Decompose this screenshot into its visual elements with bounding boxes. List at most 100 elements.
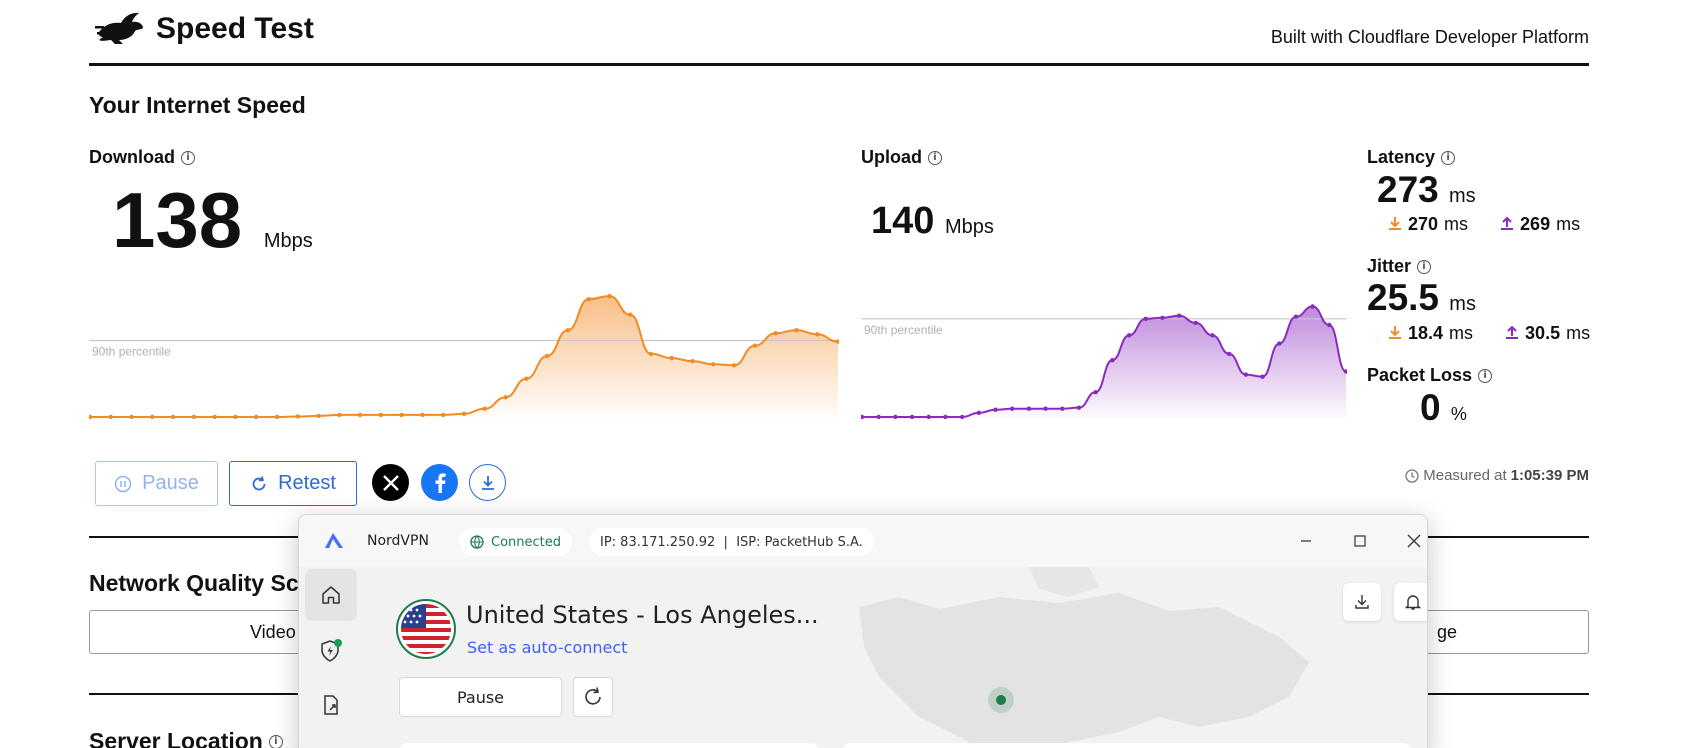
download-point xyxy=(316,413,321,419)
sidebar-item-home[interactable] xyxy=(305,569,357,621)
download-point xyxy=(295,414,300,419)
jitter-label-text: Jitter xyxy=(1367,256,1412,276)
upload-point xyxy=(1293,314,1299,319)
info-icon[interactable]: i xyxy=(181,150,195,165)
vpn-reconnect-button[interactable] xyxy=(573,677,613,717)
packet-loss-number: 0 xyxy=(1420,387,1441,428)
download-number: 138 xyxy=(112,176,243,264)
sidebar-item-file-share[interactable] xyxy=(305,679,357,731)
upload-point xyxy=(1076,405,1082,410)
network-quality-video[interactable]: Video xyxy=(250,622,296,642)
download-point xyxy=(607,293,612,299)
download-point xyxy=(89,414,93,420)
info-icon[interactable]: i xyxy=(1478,368,1493,383)
download-point xyxy=(752,343,758,348)
download-arrow-icon xyxy=(1389,326,1401,339)
upload-number: 140 xyxy=(871,200,935,242)
rabbit-logo-icon xyxy=(95,12,143,44)
upload-arrow-icon xyxy=(1506,325,1519,339)
download-point xyxy=(274,414,280,420)
upload-point xyxy=(1277,341,1282,346)
latency-label-text: Latency xyxy=(1367,147,1436,167)
latency-unit: ms xyxy=(1449,185,1476,207)
shield-bolt-icon xyxy=(321,639,342,662)
maximize-button[interactable] xyxy=(1348,529,1372,553)
clock-icon xyxy=(1405,468,1419,483)
download-point xyxy=(254,414,259,420)
vpn-location-name: United States - Los Angeles... xyxy=(466,601,819,629)
download-point xyxy=(150,414,155,420)
minimize-button[interactable] xyxy=(1294,529,1318,553)
download-point xyxy=(461,411,467,417)
upload-point xyxy=(1043,406,1048,411)
info-icon[interactable]: i xyxy=(928,150,942,165)
retest-button[interactable]: Retest xyxy=(229,461,357,506)
built-with-link[interactable]: Built with Cloudflare Developer Platform xyxy=(1270,27,1589,47)
vpn-pause-button[interactable]: Pause xyxy=(399,677,562,717)
download-point xyxy=(420,412,425,418)
download-point xyxy=(586,296,591,302)
file-share-icon xyxy=(324,695,338,715)
info-icon[interactable]: i xyxy=(1417,259,1432,274)
measured-prefix: Measured at xyxy=(1423,467,1507,484)
share-facebook-button[interactable] xyxy=(421,464,458,501)
vpn-notifications-button[interactable] xyxy=(1394,583,1427,621)
jitter-breakdown: 18.4 ms 30.5 ms xyxy=(1388,323,1590,344)
upload-point xyxy=(1143,316,1148,321)
download-point xyxy=(690,358,695,364)
upload-point xyxy=(1126,333,1132,338)
download-point xyxy=(233,414,238,420)
world-map xyxy=(299,567,1427,748)
jitter-value: 25.5 ms xyxy=(1367,278,1476,324)
download-results-button[interactable] xyxy=(469,464,506,501)
upload-point xyxy=(976,410,982,416)
info-icon[interactable]: i xyxy=(268,734,283,748)
upload-label: Upload i xyxy=(861,147,942,168)
latency-download: 270 xyxy=(1408,214,1439,234)
download-point xyxy=(628,312,633,317)
vpn-card xyxy=(399,743,819,748)
upload-point xyxy=(1343,369,1347,374)
latency-down-unit: ms xyxy=(1444,214,1469,234)
packet-loss-value: 0 % xyxy=(1420,388,1467,434)
upload-point xyxy=(1243,372,1249,377)
jitter-unit: ms xyxy=(1449,293,1476,315)
upload-point xyxy=(1026,406,1032,411)
latency-value: 273 ms xyxy=(1377,170,1476,216)
download-point xyxy=(711,362,716,367)
pause-button[interactable]: Pause xyxy=(95,461,218,506)
network-quality-right-label[interactable]: ge xyxy=(1437,622,1458,642)
us-flag-icon xyxy=(396,599,456,659)
vpn-status-text: Connected xyxy=(491,534,562,550)
vpn-ip-pill: IP: 83.171.250.92 | ISP: PacketHub S.A. xyxy=(589,528,874,556)
set-auto-connect-link[interactable]: Set as auto-connect xyxy=(467,638,628,657)
pause-circle-icon xyxy=(114,475,132,492)
jitter-label: Jitter i xyxy=(1367,256,1432,277)
download-point xyxy=(565,327,571,333)
upload-arrow-icon xyxy=(1501,216,1514,230)
download-point xyxy=(503,395,508,400)
download-label-text: Download xyxy=(89,147,175,167)
download-point xyxy=(108,414,113,420)
share-x-button[interactable] xyxy=(372,464,409,501)
vpn-download-button[interactable] xyxy=(1343,583,1381,621)
vpn-titlebar: NordVPN Connected IP: 83.171.250.92 | IS… xyxy=(299,515,1427,567)
sidebar-item-threat-protection[interactable] xyxy=(305,625,357,677)
upload-point xyxy=(861,414,865,420)
upload-point xyxy=(943,414,948,420)
download-value: 138 Mbps xyxy=(112,180,313,281)
upload-point xyxy=(1160,315,1165,320)
close-button[interactable] xyxy=(1402,529,1426,553)
refresh-icon xyxy=(585,687,601,705)
download-point xyxy=(544,353,550,359)
download-point xyxy=(212,414,217,420)
upload-point xyxy=(926,414,931,420)
bell-icon xyxy=(1404,595,1422,610)
jitter-number: 25.5 xyxy=(1367,277,1440,318)
info-icon[interactable]: i xyxy=(1441,150,1456,165)
upload-area xyxy=(862,306,1346,418)
latency-label: Latency i xyxy=(1367,147,1456,168)
upload-point xyxy=(993,407,998,412)
page-header: Speed Test Built with Cloudflare Develop… xyxy=(89,0,1589,66)
percentile-label: 90th percentile xyxy=(864,323,943,337)
